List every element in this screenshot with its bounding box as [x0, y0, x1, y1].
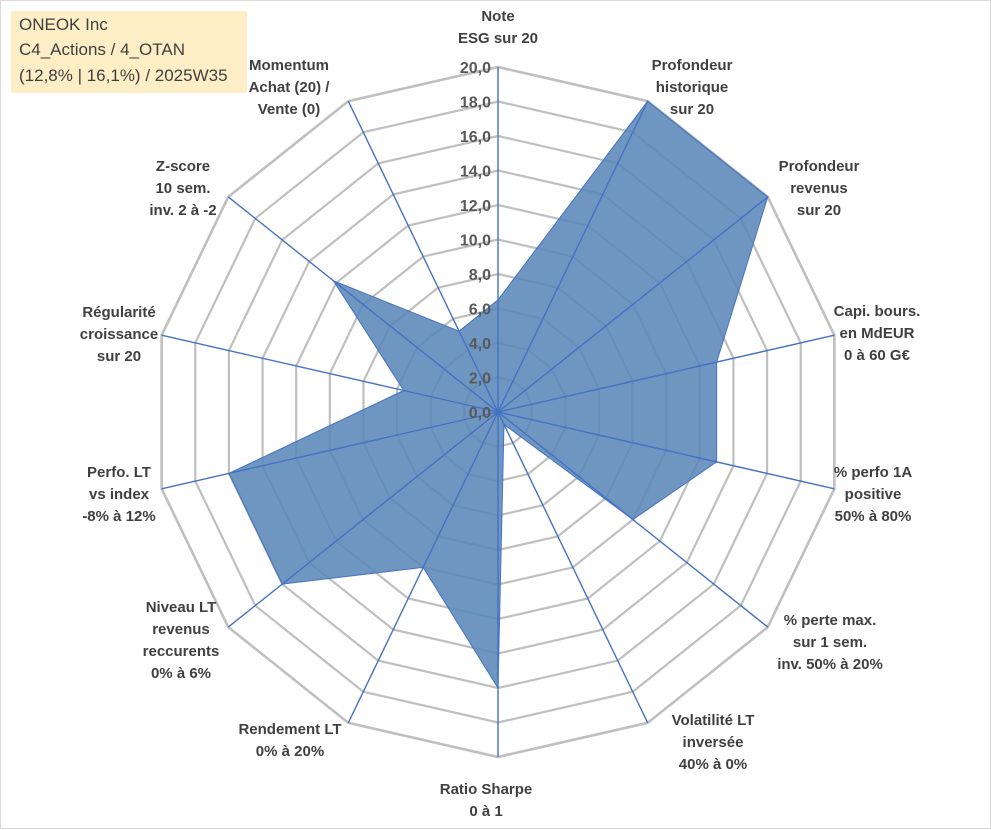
tick-label: 16,0 [460, 129, 491, 146]
axis-label-line: vs index [89, 486, 150, 503]
axis-spoke [497, 196, 769, 413]
axis-label: % perte max. sur 1 sem. inv. 50% à 20% [777, 612, 883, 673]
tick-label: 12,0 [460, 198, 491, 215]
tick-label: 0,0 [469, 405, 491, 422]
axis-spoke [161, 411, 499, 490]
axis-label-line: 0 à 1 [469, 803, 502, 820]
tick-label: 8,0 [469, 267, 491, 284]
axis-label: Régularité croissance sur 20 [80, 304, 158, 365]
axis-label: Niveau LT revenus reccurents 0% à 6% [143, 599, 220, 682]
axis-label-line: sur 20 [97, 348, 141, 365]
axis-label-line: inv. 50% à 20% [777, 656, 883, 673]
axis-spoke [227, 411, 499, 628]
axis-label-line: Profondeur [652, 57, 733, 74]
axis-label-line: % perte max. [784, 612, 877, 629]
axis-spoke [227, 196, 499, 413]
radar-axis-labels: Note ESG sur 20 Profondeur historique sur 20… [80, 8, 921, 820]
title-stats: (12,8% | 16,1%) / 2025W35 [19, 66, 228, 85]
axis-label-line: sur 20 [670, 101, 714, 118]
axis-label-line: 0 à 60 G€ [844, 347, 911, 364]
axis-label-line: 10 sem. [155, 180, 210, 197]
tick-label: 2,0 [469, 371, 491, 388]
axis-label: Perfo. LT vs index -8% à 12% [82, 464, 155, 525]
axis-spoke [497, 411, 649, 724]
axis-label: Profondeur revenus sur 20 [779, 158, 860, 219]
axis-label-line: 0% à 20% [256, 743, 324, 760]
axis-label: % perfo 1A positive 50% à 80% [834, 464, 913, 525]
axis-label-line: Vente (0) [258, 101, 321, 118]
axis-label-line: ESG sur 20 [458, 30, 538, 47]
axis-label: Rendement LT 0% à 20% [238, 721, 341, 760]
axis-label-line: % perfo 1A [834, 464, 913, 481]
axis-spoke [497, 334, 835, 413]
axis-label: Momentum Achat (20) / Vente (0) [249, 57, 331, 118]
axis-label-line: Note [481, 8, 514, 25]
axis-label-line: reccurents [143, 643, 220, 660]
axis-label-line: 50% à 80% [835, 508, 912, 525]
axis-label-line: positive [845, 486, 902, 503]
tick-label: 4,0 [469, 336, 491, 353]
axis-label-line: Rendement LT [238, 721, 341, 738]
axis-label-line: Profondeur [779, 158, 860, 175]
axis-spoke [497, 411, 769, 628]
tick-label: 14,0 [460, 164, 491, 181]
axis-spoke [347, 100, 499, 413]
axis-label: Volatilité LT inversée 40% à 0% [672, 712, 755, 773]
radar-spokes [161, 67, 835, 757]
axis-label: Capi. bours. en MdEUR 0 à 60 G€ [834, 303, 921, 364]
axis-label-line: inv. 2 à -2 [149, 202, 216, 219]
axis-label-line: Capi. bours. [834, 303, 921, 320]
tick-label: 6,0 [469, 302, 491, 319]
axis-label: Ratio Sharpe 0 à 1 [440, 781, 533, 820]
axis-label-line: sur 1 sem. [793, 634, 867, 651]
tick-label: 20,0 [460, 60, 491, 77]
axis-label: Profondeur historique sur 20 [652, 57, 733, 118]
axis-label: Note ESG sur 20 [458, 8, 538, 47]
axis-label-line: Momentum [249, 57, 329, 74]
radar-tick-labels: 0,0 2,0 4,0 6,0 8,0 10,0 12,0 14,0 16,0 18,0 20,0 [460, 60, 491, 422]
axis-label-line: Z-score [156, 158, 210, 175]
axis-label-line: historique [656, 79, 729, 96]
axis-spoke [497, 100, 649, 413]
axis-label-line: 40% à 0% [679, 756, 747, 773]
title-category: C4_Actions / 4_OTAN [19, 40, 185, 59]
axis-spoke [497, 411, 835, 490]
axis-label-line: Achat (20) / [249, 79, 331, 96]
axis-label-line: croissance [80, 326, 158, 343]
axis-label: Z-score 10 sem. inv. 2 à -2 [149, 158, 216, 219]
axis-label-line: revenus [152, 621, 210, 638]
axis-label-line: 0% à 6% [151, 665, 211, 682]
axis-label-line: Niveau LT [146, 599, 217, 616]
axis-label-line: Ratio Sharpe [440, 781, 533, 798]
axis-label-line: inversée [683, 734, 744, 751]
axis-label-line: sur 20 [797, 202, 841, 219]
axis-label-line: en MdEUR [840, 325, 915, 342]
axis-label-line: Régularité [82, 304, 155, 321]
axis-label-line: -8% à 12% [82, 508, 155, 525]
axis-label-line: revenus [790, 180, 848, 197]
axis-label-line: Perfo. LT [87, 464, 151, 481]
axis-label-line: Volatilité LT [672, 712, 755, 729]
axis-spoke [347, 411, 499, 724]
title-company: ONEOK Inc [19, 15, 108, 34]
tick-label: 10,0 [460, 233, 491, 250]
axis-spoke [161, 334, 499, 413]
tick-label: 18,0 [460, 95, 491, 112]
chart-title-box: ONEOK Inc C4_Actions / 4_OTAN (12,8% | 1… [11, 11, 247, 93]
